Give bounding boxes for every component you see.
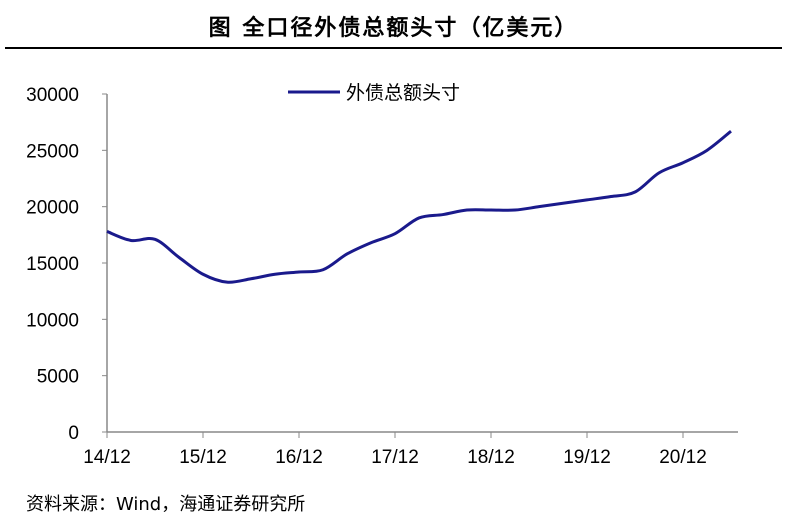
y-tick-label: 0 — [68, 423, 79, 444]
series-line — [106, 130, 732, 284]
x-tick-label: 17/12 — [371, 447, 419, 468]
x-tick-label: 19/12 — [563, 447, 611, 468]
x-tick-label: 15/12 — [179, 447, 227, 468]
x-tick-label: 20/12 — [659, 447, 707, 468]
x-tick-label: 14/12 — [83, 447, 131, 468]
chart-title: 图 全口径外债总额头寸（亿美元） — [208, 15, 579, 41]
y-tick-label: 15000 — [26, 254, 79, 275]
y-tick-label: 25000 — [26, 141, 79, 162]
y-tick-label: 30000 — [26, 85, 79, 106]
legend-label: 外债总额头寸 — [346, 82, 460, 104]
title-divider — [5, 47, 782, 49]
y-tick-label: 5000 — [37, 367, 79, 388]
y-tick-label: 10000 — [26, 310, 79, 331]
y-tick-label: 20000 — [26, 198, 79, 219]
x-tick-label: 18/12 — [467, 447, 515, 468]
x-tick-label: 16/12 — [275, 447, 323, 468]
source-note: 资料来源：Wind，海通证券研究所 — [26, 494, 306, 515]
